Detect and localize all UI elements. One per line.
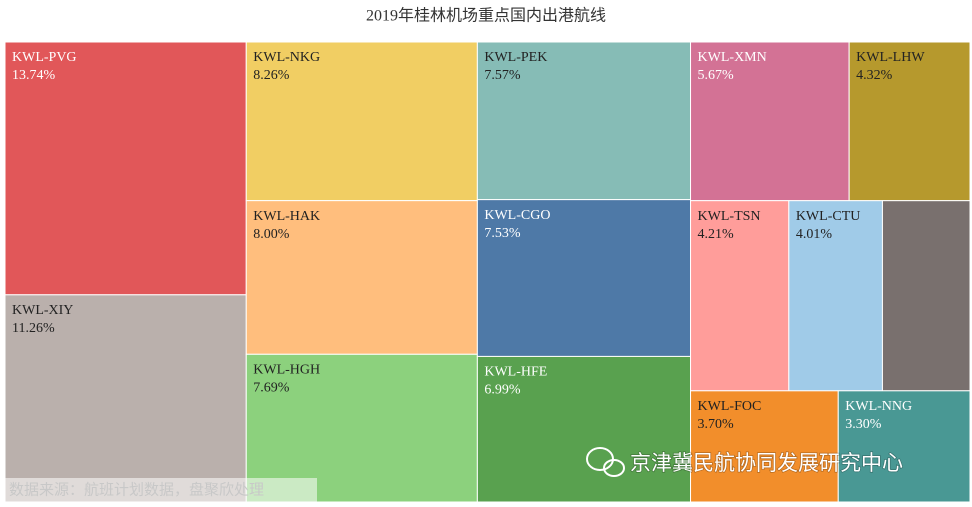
icon-bubble (586, 447, 614, 471)
treemap-cell (245, 200, 478, 355)
cell-value: 13.74% (12, 68, 56, 83)
cell-value: 3.70% (698, 417, 735, 432)
cell-value: 8.26% (253, 68, 290, 83)
treemap-cell (245, 41, 478, 202)
cell-value: 4.21% (698, 227, 735, 242)
watermark: 京津冀民航协同发展研究中心 (630, 451, 903, 475)
cell-label: KWL-CTU (796, 209, 861, 224)
cell-label: KWL-HGH (253, 363, 320, 378)
cell-label: KWL-HAK (253, 209, 320, 224)
cell-label: KWL-PVG (12, 50, 77, 65)
treemap-cell (881, 200, 971, 392)
cell-value: 7.53% (484, 226, 521, 241)
cell-value: 11.26% (12, 321, 55, 336)
treemap-cell (690, 200, 790, 392)
cell-value: 8.00% (253, 227, 290, 242)
treemap-cell (476, 355, 692, 503)
cell-value: 7.57% (484, 68, 521, 83)
cell-label: KWL-NKG (253, 50, 320, 65)
source-bg (5, 478, 317, 502)
cell-label: KWL-PEK (484, 50, 547, 65)
cell-label: KWL-LHW (856, 50, 925, 65)
treemap-cell (4, 41, 247, 296)
treemap-cell (690, 390, 839, 503)
cell-label: KWL-TSN (698, 209, 761, 224)
treemap-cell (837, 390, 971, 503)
watermark-icon (586, 447, 625, 477)
cell-value: 4.32% (856, 68, 893, 83)
cell-label: KWL-NNG (845, 399, 912, 414)
cell-label: KWL-XMN (698, 50, 767, 65)
cell-value: 3.30% (845, 417, 882, 432)
treemap-cell (245, 353, 478, 503)
cell-label: KWL-CGO (484, 208, 550, 223)
treemap-cell (690, 41, 850, 202)
treemap-cell (4, 294, 247, 503)
treemap-cell (848, 41, 971, 202)
chart-title: 2019年桂林机场重点国内出港航线 (366, 7, 606, 25)
cell-value: 4.01% (796, 227, 833, 242)
icon-bubble (603, 459, 625, 477)
cell-label: KWL-HFE (484, 365, 547, 380)
source-note: 数据来源：航班计划数据，盘聚欣处理 (9, 481, 264, 499)
cell-value: 7.69% (253, 381, 290, 396)
treemap-cell (476, 199, 692, 357)
cell-value: 5.67% (698, 68, 735, 83)
cell-label: KWL-FOC (698, 399, 762, 414)
treemap-cell (476, 41, 692, 201)
cell-label: KWL-XIY (12, 303, 73, 318)
cell-value: 6.99% (484, 383, 521, 398)
